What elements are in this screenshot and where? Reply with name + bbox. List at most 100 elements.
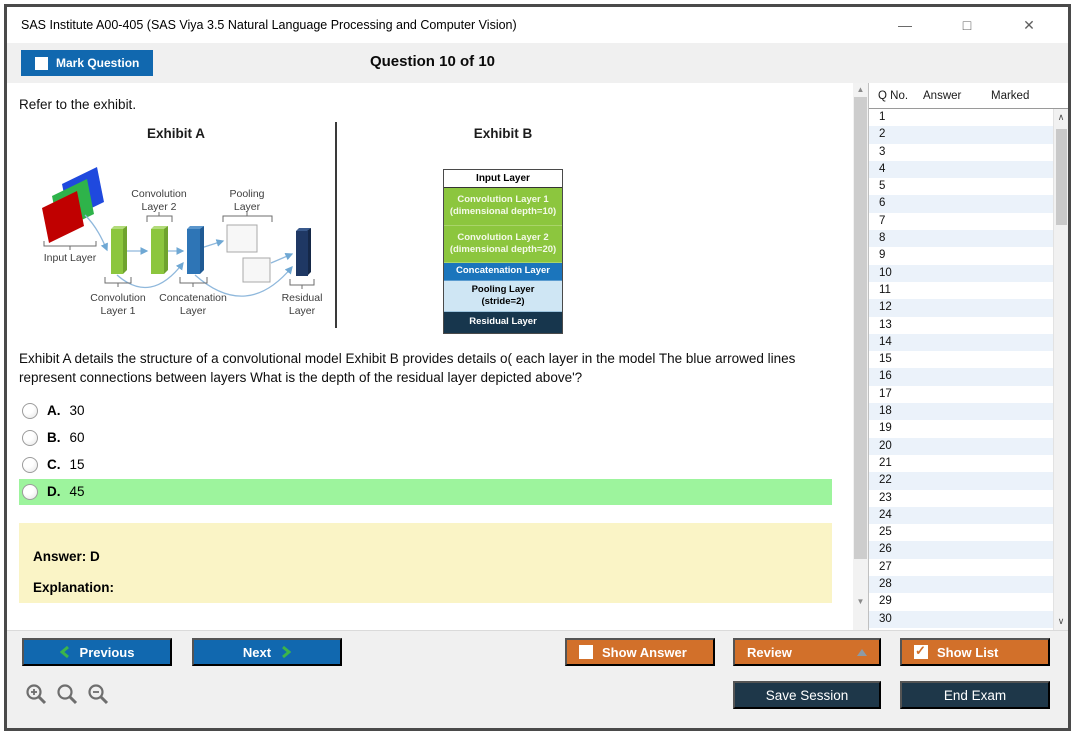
zoom-in-icon[interactable] bbox=[25, 683, 49, 707]
question-list-row[interactable]: 1 bbox=[879, 111, 886, 123]
exhibit-b-row-residual: Residual Layer bbox=[444, 312, 562, 333]
question-list-row[interactable]: 3 bbox=[879, 145, 886, 158]
conv1-bar bbox=[111, 226, 127, 274]
question-list-row[interactable]: 14 bbox=[869, 333, 1068, 352]
question-list-row[interactable]: 18 bbox=[869, 403, 1068, 421]
next-button[interactable]: Next bbox=[192, 638, 342, 666]
app-window: SAS Institute A00-405 (SAS Viya 3.5 Natu… bbox=[4, 4, 1071, 731]
mark-question-label: Mark Question bbox=[56, 56, 140, 70]
zoom-controls bbox=[25, 683, 111, 707]
question-list-row[interactable]: 22 bbox=[869, 472, 1068, 490]
question-list-row[interactable]: 21 bbox=[879, 456, 892, 469]
question-list-row[interactable]: 13 bbox=[879, 318, 892, 331]
chevron-right-icon bbox=[282, 645, 292, 659]
exhibits: Exhibit A bbox=[19, 122, 853, 334]
exhibit-b-row-conv2: Convolution Layer 2 (dimensional depth=20… bbox=[444, 225, 562, 264]
maximize-icon[interactable]: □ bbox=[962, 17, 972, 33]
question-list-row[interactable]: 30 bbox=[869, 610, 1068, 628]
option-c-radio[interactable] bbox=[22, 456, 38, 473]
question-list-row[interactable]: 20 bbox=[869, 437, 1068, 455]
exhibit-a-title: Exhibit A bbox=[146, 126, 205, 141]
question-list-row[interactable]: 26 bbox=[869, 541, 1068, 559]
option-c[interactable]: C. 15 bbox=[19, 452, 832, 478]
question-list-row[interactable]: 16 bbox=[869, 368, 1068, 386]
title-bar: SAS Institute A00-405 (SAS Viya 3.5 Natu… bbox=[7, 7, 1068, 43]
list-scrollbar-thumb[interactable] bbox=[1056, 129, 1067, 225]
conv1-label-line1: Convolution bbox=[90, 292, 146, 304]
mark-question-checkbox[interactable] bbox=[35, 56, 48, 70]
question-panel: Refer to the exhibit. Exhibit A bbox=[7, 83, 853, 630]
question-list-row[interactable]: 25 bbox=[879, 526, 892, 539]
concatenation-bar bbox=[187, 226, 204, 274]
show-list-button[interactable]: Show List bbox=[900, 638, 1050, 666]
question-list-scrollbar[interactable]: ∧ ∨ bbox=[1053, 109, 1068, 630]
option-d[interactable]: D. 45 bbox=[19, 478, 832, 505]
concat-label-line2: Layer bbox=[180, 305, 207, 317]
close-icon[interactable]: ✕ bbox=[1023, 16, 1035, 33]
residual-bar bbox=[296, 228, 311, 276]
previous-button[interactable]: Previous bbox=[22, 638, 172, 666]
scroll-down-icon[interactable]: ▼ bbox=[856, 597, 865, 606]
end-exam-button[interactable]: End Exam bbox=[900, 681, 1050, 709]
question-list-row[interactable]: 23 bbox=[879, 491, 892, 504]
question-list-row[interactable]: 8 bbox=[869, 230, 1068, 248]
save-session-button[interactable]: Save Session bbox=[733, 681, 881, 709]
exhibit-b-row-conv1: Convolution Layer 1 (dimensional depth=10… bbox=[444, 188, 562, 226]
option-a[interactable]: A. 30 bbox=[19, 398, 832, 424]
list-scroll-up-icon[interactable]: ∧ bbox=[1057, 112, 1065, 122]
window-title: SAS Institute A00-405 (SAS Viya 3.5 Natu… bbox=[21, 18, 517, 32]
question-list-header: Q No. Answer Marked bbox=[869, 83, 1068, 109]
mark-question-button[interactable]: Mark Question bbox=[21, 50, 154, 76]
scroll-up-icon[interactable]: ▲ bbox=[856, 85, 865, 94]
exhibit-b-title: Exhibit B bbox=[473, 126, 533, 141]
option-b[interactable]: B. 60 bbox=[19, 425, 832, 451]
pooling-label-line1: Pooling bbox=[229, 188, 264, 200]
question-list-row[interactable]: 6 bbox=[869, 195, 1068, 213]
exhibit-a-diagram: Input Layer Convolution Layer 2 Pooling … bbox=[42, 167, 322, 317]
show-answer-button[interactable]: Show Answer bbox=[565, 638, 715, 666]
option-a-radio[interactable] bbox=[22, 402, 38, 419]
header-strip: Mark Question Question 10 of 10 bbox=[7, 43, 1068, 83]
question-list-row[interactable]: 7 bbox=[879, 214, 886, 227]
question-list-row[interactable]: 12 bbox=[869, 299, 1068, 317]
review-button[interactable]: Review bbox=[733, 638, 881, 666]
zoom-reset-icon[interactable] bbox=[56, 683, 80, 707]
question-list-row[interactable]: 27 bbox=[879, 560, 892, 573]
list-scroll-down-icon[interactable]: ∨ bbox=[1057, 616, 1065, 626]
input-layer-label: Input Layer bbox=[44, 252, 97, 264]
show-list-checkbox[interactable] bbox=[914, 643, 928, 659]
question-list-row[interactable]: 24 bbox=[869, 506, 1068, 525]
option-b-radio[interactable] bbox=[22, 429, 38, 446]
pooling-square-1 bbox=[226, 224, 258, 253]
question-list-row[interactable]: 4 bbox=[869, 160, 1068, 179]
question-list-row[interactable]: 19 bbox=[879, 422, 892, 435]
question-list-row[interactable]: 5 bbox=[879, 180, 886, 193]
conv2-label-line2: Layer 2 bbox=[141, 201, 176, 213]
question-list-row[interactable]: 11 bbox=[879, 283, 891, 296]
conv2-label-line1: Convolution bbox=[131, 188, 187, 200]
question-list-row[interactable]: 10 bbox=[869, 264, 1068, 282]
triangle-up-icon bbox=[857, 648, 867, 656]
question-text: Exhibit A details the structure of a con… bbox=[19, 350, 796, 385]
zoom-out-icon[interactable] bbox=[87, 683, 111, 707]
question-list-row[interactable]: 29 bbox=[879, 595, 892, 608]
col-answer: Answer bbox=[923, 89, 962, 102]
option-d-radio[interactable] bbox=[22, 483, 38, 500]
minimize-icon[interactable]: — bbox=[898, 17, 912, 33]
chevron-left-icon bbox=[59, 645, 69, 659]
exhibit-b-row-concat: Concatenation Layer bbox=[444, 263, 562, 281]
scrollbar-thumb[interactable] bbox=[854, 97, 867, 559]
question-list-row[interactable]: 15 bbox=[879, 353, 892, 366]
question-list-row[interactable]: 28 bbox=[869, 576, 1068, 594]
question-list-row[interactable]: 2 bbox=[869, 126, 1068, 144]
question-list: ∧ ∨ 1 2 3 4 5 6 7 8 9 10 11 12 13 14 15 16 17 18 19 20 21 22 2… bbox=[869, 109, 1068, 630]
main-scrollbar[interactable]: ▲ ▼ bbox=[853, 83, 868, 630]
answer-box: Answer: D Explanation: bbox=[19, 522, 832, 603]
explanation-line: Explanation: bbox=[33, 579, 115, 595]
question-list-row[interactable]: 9 bbox=[879, 249, 886, 262]
concat-label-line1: Concatenation bbox=[159, 292, 227, 304]
col-marked: Marked bbox=[991, 89, 1030, 102]
input-sheet-red bbox=[42, 191, 84, 243]
show-answer-checkbox[interactable] bbox=[579, 645, 593, 659]
question-list-row[interactable]: 17 bbox=[879, 387, 892, 400]
